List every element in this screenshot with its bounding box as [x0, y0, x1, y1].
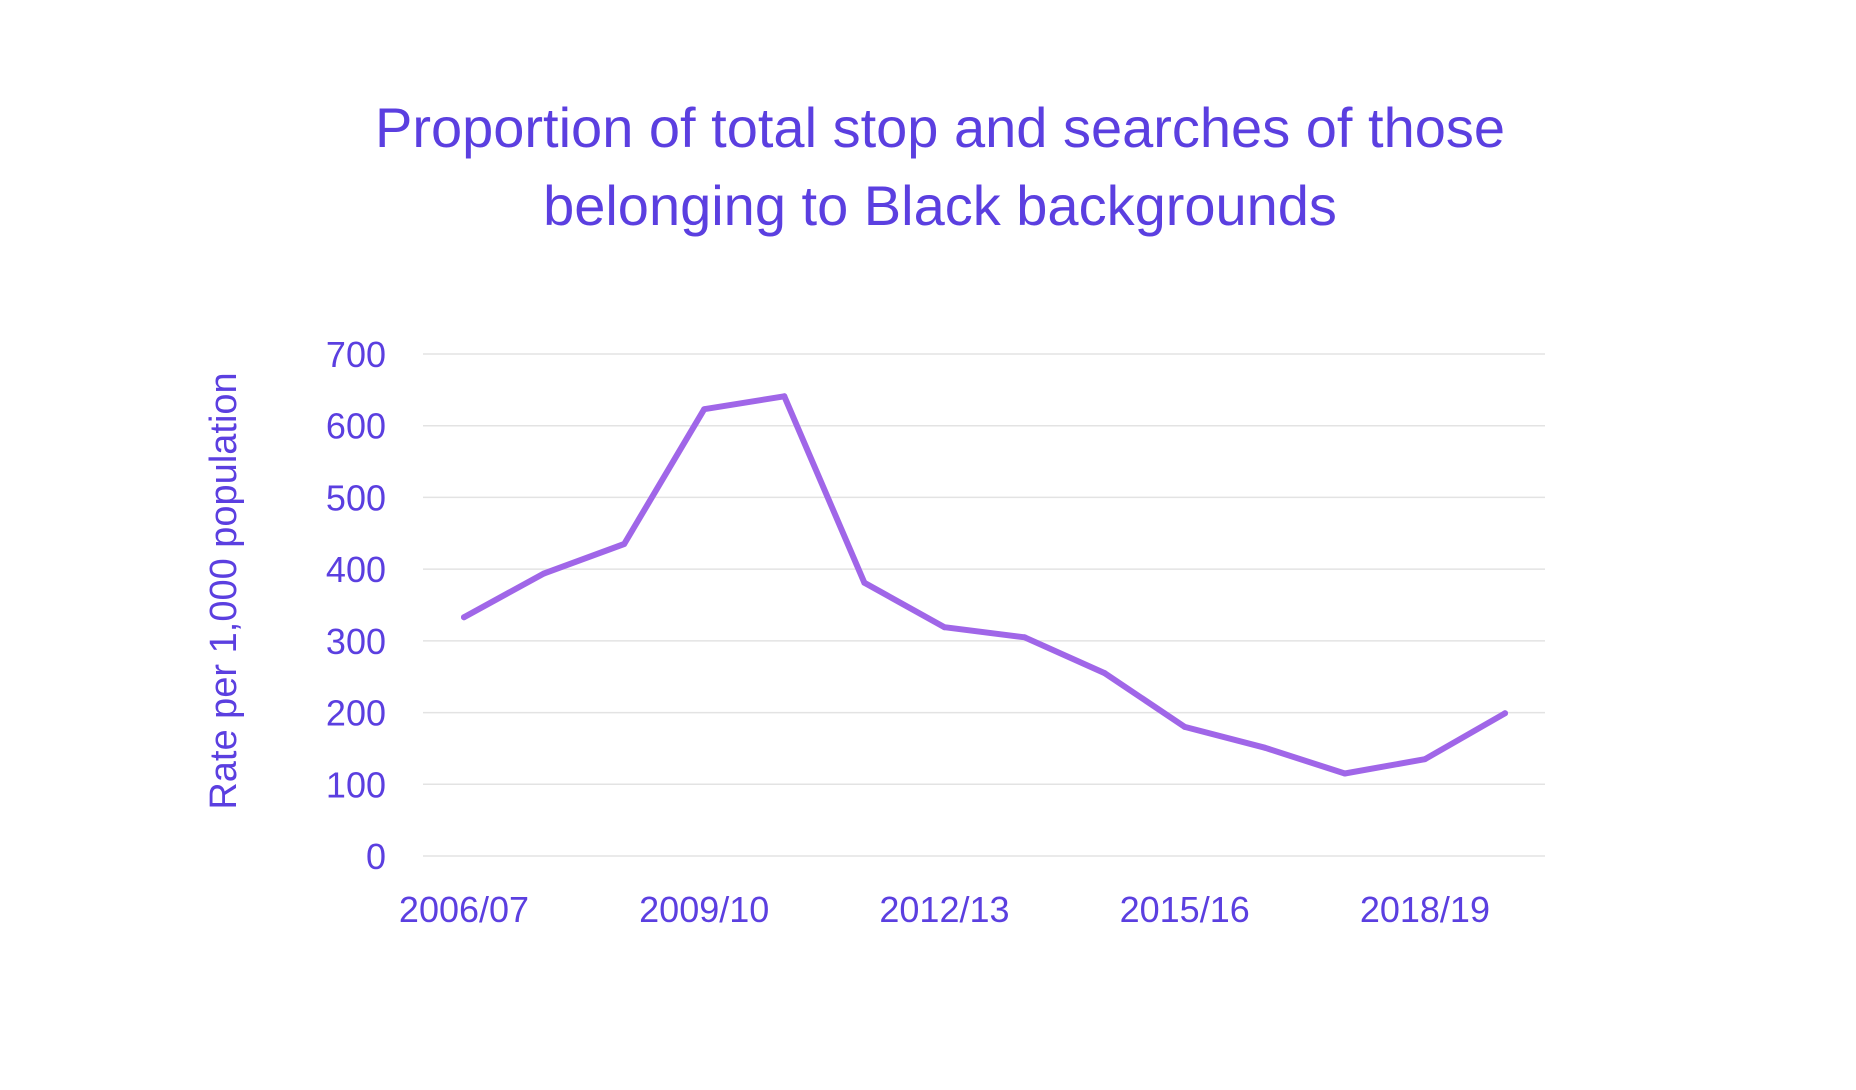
y-axis-tick-labels: 0 100 200 300 400 500 600 700	[326, 334, 386, 877]
data-point	[621, 541, 628, 548]
y-tick-label: 400	[326, 549, 386, 590]
y-tick-label: 100	[326, 764, 386, 805]
x-tick-label: 2012/13	[879, 889, 1009, 930]
data-point	[541, 570, 548, 577]
data-point	[1502, 710, 1508, 717]
y-tick-label: 600	[326, 406, 386, 447]
data-point	[1261, 744, 1268, 751]
x-tick-label: 2015/16	[1120, 889, 1250, 930]
data-point	[941, 624, 948, 631]
data-point	[781, 393, 788, 400]
data-point	[861, 579, 868, 586]
series-group	[461, 393, 1508, 777]
y-tick-label: 300	[326, 621, 386, 662]
y-axis-label: Rate per 1,000 population	[203, 372, 245, 809]
y-tick-label: 0	[366, 836, 386, 877]
chart-title-line-2: belonging to Black backgrounds	[543, 174, 1337, 237]
data-point	[701, 406, 708, 413]
data-point	[1021, 634, 1028, 641]
x-tick-label: 2006/07	[399, 889, 529, 930]
data-point	[461, 614, 467, 621]
data-point	[1341, 770, 1348, 777]
chart-title-line-1: Proportion of total stop and searches of…	[375, 96, 1505, 159]
data-point	[1421, 756, 1428, 763]
y-tick-label: 200	[326, 693, 386, 734]
gridlines	[423, 353, 1545, 857]
data-point	[1101, 670, 1108, 677]
x-axis-tick-labels: 2006/07 2009/10 2012/13 2015/16 2018/19	[399, 889, 1490, 930]
series-line	[461, 393, 1508, 777]
x-tick-label: 2018/19	[1360, 889, 1490, 930]
y-tick-label: 500	[326, 477, 386, 518]
data-point	[1181, 723, 1188, 730]
y-tick-label: 700	[326, 334, 386, 375]
x-tick-label: 2009/10	[639, 889, 769, 930]
